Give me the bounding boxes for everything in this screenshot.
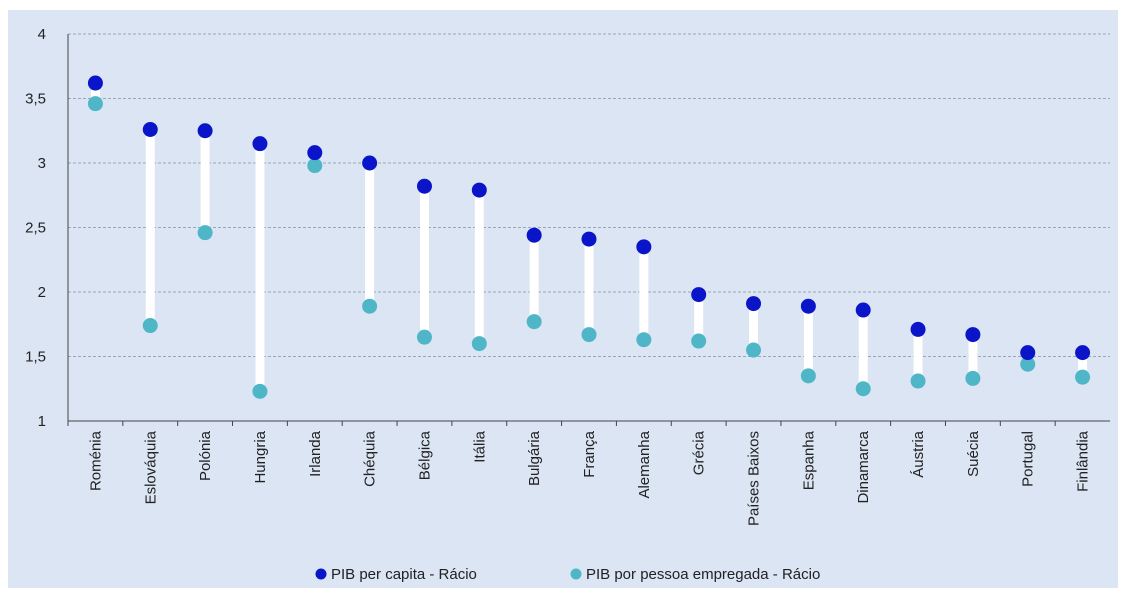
legend: PIB per capita - Rácio PIB por pessoa emp…	[315, 566, 820, 583]
y-tick-label: 3	[38, 155, 46, 172]
x-tick-label: Roménia	[87, 430, 104, 491]
legend-swatch-per-employed	[570, 568, 582, 580]
range-stem	[1078, 352, 1088, 378]
point-per-capita	[416, 178, 432, 194]
range-stem	[639, 246, 649, 340]
x-tick-label: França	[581, 430, 598, 477]
point-per-capita	[910, 321, 926, 337]
range-stem	[858, 310, 868, 389]
point-per-employed	[471, 336, 487, 352]
point-per-employed	[1075, 369, 1091, 385]
y-tick-label: 1,5	[25, 349, 46, 366]
x-axis: Roménia Eslováquia Polónia Hungria Irlanda Ch…	[67, 421, 1092, 526]
point-per-capita	[581, 231, 597, 247]
point-per-capita	[1020, 345, 1036, 361]
point-per-capita	[362, 155, 378, 171]
data-points	[87, 75, 1091, 399]
x-tick-label: Finlândia	[1075, 430, 1092, 492]
point-per-employed	[746, 342, 762, 358]
range-stem	[90, 83, 100, 104]
point-per-employed	[691, 333, 707, 349]
point-per-employed	[526, 314, 542, 330]
range-stem	[803, 306, 813, 376]
range-stem	[145, 129, 155, 326]
y-tick-label: 1	[38, 413, 46, 430]
point-per-employed	[197, 225, 213, 241]
x-tick-label: Bulgária	[526, 430, 543, 486]
point-per-employed	[362, 298, 378, 314]
x-tick-label: Grécia	[691, 430, 708, 475]
point-per-capita	[87, 75, 103, 91]
x-tick-label: Chéquia	[362, 430, 379, 487]
y-axis: 1 1,5 2 2,5 3 3,5 4	[25, 26, 1110, 430]
y-tick-label: 4	[38, 26, 46, 43]
x-tick-label: Portugal	[1020, 431, 1037, 487]
legend-swatch-per-capita	[315, 568, 327, 580]
x-tick-label: Alemanha	[636, 430, 653, 498]
point-per-employed	[855, 381, 871, 397]
point-per-employed	[87, 96, 103, 112]
range-stem	[419, 186, 429, 338]
x-tick-label: Dinamarca	[855, 430, 872, 503]
point-per-capita	[855, 302, 871, 318]
point-per-capita	[307, 145, 323, 161]
range-stem	[365, 163, 375, 307]
point-per-capita	[526, 227, 542, 243]
x-tick-label: Países Baixos	[746, 431, 763, 526]
range-stem	[474, 190, 484, 344]
legend-label-per-capita: PIB per capita - Rácio	[331, 566, 477, 583]
y-tick-label: 3,5	[25, 91, 46, 108]
x-tick-label: Itália	[471, 430, 488, 462]
y-tick-label: 2	[38, 284, 46, 301]
legend-label-per-employed: PIB por pessoa empregada - Rácio	[586, 566, 820, 583]
x-tick-label: Eslováquia	[142, 430, 159, 504]
point-per-employed	[1020, 356, 1036, 372]
point-per-capita	[252, 136, 268, 152]
point-per-capita	[471, 182, 487, 198]
point-per-capita	[691, 287, 707, 303]
point-per-capita	[746, 296, 762, 312]
point-per-employed	[800, 368, 816, 384]
point-per-capita	[142, 121, 158, 137]
range-stem	[913, 329, 923, 382]
point-per-employed	[910, 373, 926, 389]
point-per-capita	[1075, 345, 1091, 361]
range-stem	[749, 303, 759, 351]
point-per-employed	[307, 158, 323, 174]
point-per-employed	[142, 318, 158, 334]
point-per-employed	[965, 370, 981, 386]
x-tick-label: Irlanda	[307, 430, 324, 477]
point-per-employed	[416, 329, 432, 345]
point-per-employed	[636, 332, 652, 348]
point-per-capita	[800, 298, 816, 314]
x-tick-label: Áustria	[910, 430, 927, 477]
y-tick-label: 2,5	[25, 220, 46, 237]
point-per-employed	[581, 327, 597, 343]
range-stem	[200, 130, 210, 233]
point-per-capita	[636, 239, 652, 255]
x-tick-label: Polónia	[197, 430, 214, 481]
chart-background	[8, 10, 1118, 588]
point-per-capita	[965, 327, 981, 343]
x-tick-label: Suécia	[965, 430, 982, 477]
point-per-employed	[252, 383, 268, 399]
point-per-capita	[197, 123, 213, 139]
range-stem	[584, 239, 594, 335]
range-stem	[529, 235, 539, 322]
range-stem	[968, 334, 978, 379]
x-tick-label: Hungria	[252, 430, 269, 483]
range-stems	[90, 83, 1088, 392]
range-stem	[255, 143, 265, 392]
x-tick-label: Espanha	[800, 430, 817, 490]
range-stem	[694, 294, 704, 342]
x-tick-label: Bélgica	[416, 430, 433, 480]
